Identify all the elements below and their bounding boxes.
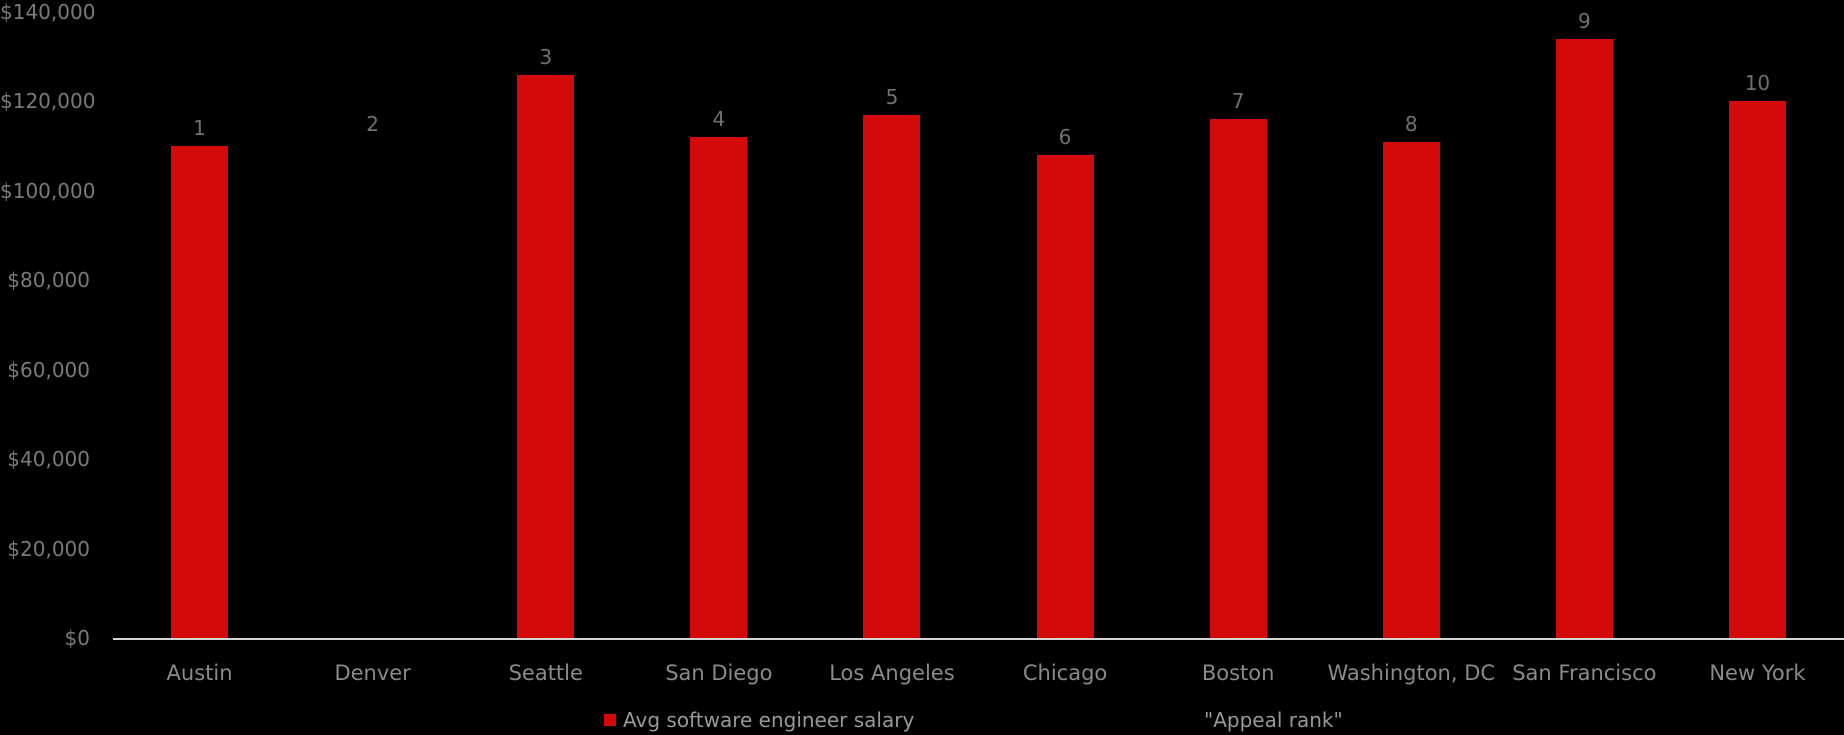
bar-los-angeles [863,114,921,638]
legend-label-salary: Avg software engineer salary [623,708,915,732]
bar-seattle [517,74,575,638]
x-axis-category-label: Los Angeles [829,661,955,685]
rank-label-austin: 1 [193,116,206,141]
bar-chicago [1036,155,1094,638]
legend-label-appeal-rank: "Appeal rank" [1204,708,1343,732]
y-axis-tick-label: $20,000 [7,536,90,561]
bar-san-diego [690,137,748,638]
x-axis-category-label: Chicago [1022,661,1108,685]
x-axis-category-label: San Diego [665,661,773,685]
y-axis-tick-label: $60,000 [7,357,90,382]
rank-label-boston: 7 [1231,89,1245,114]
bar-boston [1209,119,1267,638]
rank-label-los-angeles: 5 [885,84,899,109]
rank-label-denver: 2 [366,111,379,136]
x-axis-category-label: Washington, DC [1327,661,1496,685]
x-axis-category-label: Boston [1201,661,1275,685]
rank-label-san-francisco: 9 [1577,8,1591,33]
legend-entry-salary: Avg software engineer salary [604,708,914,732]
y-axis-tick-label: $120,000 [0,89,96,114]
y-axis-tick-label: $100,000 [0,178,96,203]
x-axis-category-label: Austin [166,661,233,685]
y-axis-tick-label: $80,000 [7,268,90,293]
bar-austin [171,146,229,638]
y-axis-tick-label: $40,000 [7,447,90,472]
legend-entry-appeal-rank: "Appeal rank" [1204,708,1343,732]
x-axis-category-label: New York [1709,661,1806,685]
rank-label-chicago: 6 [1058,125,1072,150]
y-axis-tick-label: $0 [64,626,90,650]
x-axis-category-label: San Francisco [1512,661,1657,685]
rank-label-san-diego: 4 [712,107,726,132]
legend-swatch-salary [604,714,616,726]
x-axis-line [113,638,1844,640]
rank-label-washington-dc: 8 [1404,111,1418,136]
bar-washington-dc [1382,141,1440,638]
y-axis-tick-label: $140,000 [0,0,96,24]
bar-new-york [1728,101,1786,638]
x-axis-category-label: Seattle [508,661,583,685]
bar-san-francisco [1555,38,1613,638]
rank-label-seattle: 3 [539,44,553,69]
x-axis-category-label: Denver [334,661,411,685]
rank-label-new-york: 10 [1744,71,1771,96]
